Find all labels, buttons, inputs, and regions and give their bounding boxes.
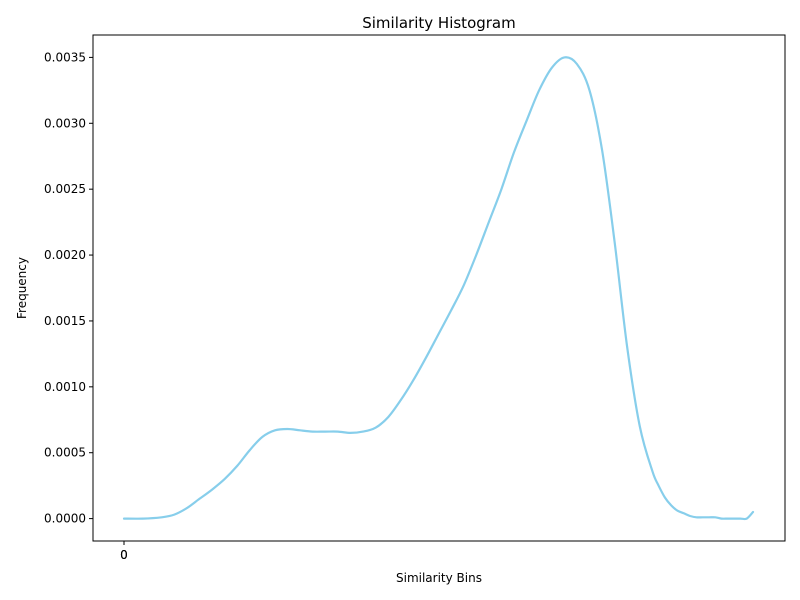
y-tick-label: 0.0000 (44, 512, 86, 526)
y-tick-label: 0.0030 (44, 116, 86, 130)
y-axis-ticks: 0.0000 0.0005 0.0010 0.0015 0.0020 0.0025 0.00… (44, 50, 93, 526)
y-tick-label: 0.0025 (44, 182, 86, 196)
y-tick-label: 0.0010 (44, 380, 86, 394)
plot-area-frame (92, 34, 786, 542)
x-axis-label: Similarity Bins (396, 571, 482, 585)
x-tick-label: 0 (120, 548, 128, 562)
y-tick-label: 0.0005 (44, 446, 86, 460)
y-tick-label: 0.0020 (44, 248, 86, 262)
y-tick-label: 0.0035 (44, 50, 86, 64)
frequency-series-line (122, 56, 755, 521)
y-axis-label: Frequency (15, 257, 29, 319)
y-tick-label: 0.0015 (44, 314, 86, 328)
x-tick-label: 0 (120, 548, 128, 562)
chart-title: Similarity Histogram (362, 14, 516, 32)
x-axis-ticks: 00 (120, 541, 128, 562)
